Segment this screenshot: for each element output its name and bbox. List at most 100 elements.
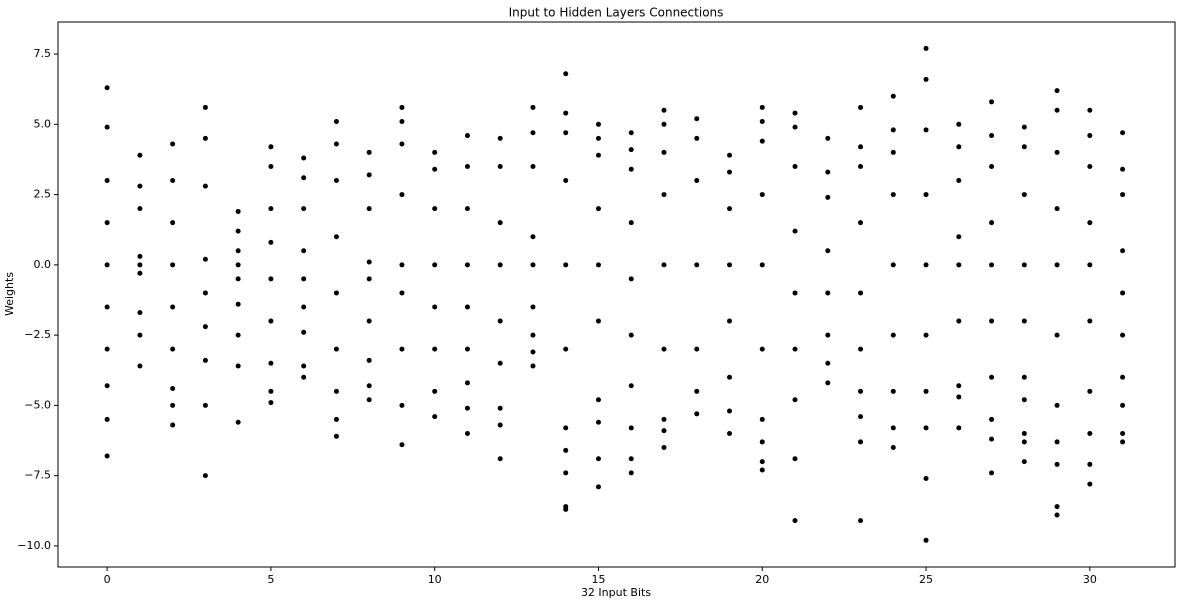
point bbox=[759, 439, 765, 445]
point bbox=[268, 206, 274, 212]
point bbox=[1087, 107, 1093, 113]
point bbox=[923, 76, 929, 82]
point bbox=[595, 135, 601, 141]
point bbox=[628, 470, 634, 476]
point bbox=[759, 346, 765, 352]
point bbox=[464, 133, 470, 139]
point bbox=[464, 346, 470, 352]
point bbox=[104, 262, 110, 268]
point bbox=[1054, 262, 1060, 268]
point bbox=[628, 276, 634, 282]
point bbox=[1054, 332, 1060, 338]
point bbox=[497, 422, 503, 428]
point bbox=[694, 388, 700, 394]
point bbox=[1087, 163, 1093, 169]
point bbox=[989, 99, 995, 105]
point bbox=[235, 276, 241, 282]
point bbox=[1054, 439, 1060, 445]
point bbox=[432, 166, 438, 172]
point bbox=[497, 220, 503, 226]
point bbox=[628, 220, 634, 226]
point bbox=[759, 104, 765, 110]
point bbox=[137, 310, 143, 316]
point bbox=[301, 329, 307, 335]
point bbox=[563, 130, 569, 136]
point bbox=[628, 383, 634, 389]
point bbox=[1021, 374, 1027, 380]
point bbox=[170, 262, 176, 268]
point bbox=[202, 256, 208, 262]
point bbox=[104, 178, 110, 184]
point bbox=[137, 363, 143, 369]
point bbox=[202, 135, 208, 141]
point bbox=[1087, 262, 1093, 268]
point bbox=[989, 318, 995, 324]
point bbox=[497, 135, 503, 141]
point bbox=[989, 374, 995, 380]
point bbox=[530, 363, 536, 369]
point bbox=[989, 470, 995, 476]
point bbox=[956, 383, 962, 389]
point bbox=[333, 290, 339, 296]
point bbox=[858, 220, 864, 226]
point bbox=[170, 178, 176, 184]
point bbox=[464, 304, 470, 310]
point bbox=[792, 290, 798, 296]
point bbox=[202, 357, 208, 363]
point bbox=[858, 290, 864, 296]
point bbox=[628, 166, 634, 172]
point bbox=[923, 332, 929, 338]
point bbox=[595, 484, 601, 490]
point bbox=[399, 104, 405, 110]
x-tick-label: 25 bbox=[919, 573, 933, 586]
y-tick-label: −10.0 bbox=[17, 539, 51, 552]
point bbox=[104, 346, 110, 352]
point bbox=[890, 262, 896, 268]
point bbox=[137, 270, 143, 276]
point bbox=[792, 397, 798, 403]
point bbox=[759, 192, 765, 198]
point bbox=[792, 163, 798, 169]
point bbox=[366, 383, 372, 389]
point bbox=[595, 262, 601, 268]
y-axis-label: Weights bbox=[3, 272, 16, 316]
point bbox=[104, 124, 110, 130]
point bbox=[923, 425, 929, 431]
point bbox=[628, 332, 634, 338]
point bbox=[170, 422, 176, 428]
point bbox=[858, 104, 864, 110]
point bbox=[989, 133, 995, 139]
point bbox=[1021, 262, 1027, 268]
point bbox=[661, 121, 667, 127]
point bbox=[366, 172, 372, 178]
point bbox=[563, 506, 569, 512]
y-tick-label: 5.0 bbox=[34, 117, 52, 130]
point bbox=[595, 456, 601, 462]
point bbox=[563, 346, 569, 352]
point bbox=[268, 276, 274, 282]
point bbox=[137, 206, 143, 212]
point bbox=[825, 248, 831, 254]
plot-frame bbox=[57, 21, 1176, 568]
point bbox=[792, 346, 798, 352]
point bbox=[727, 152, 733, 158]
y-tick-label: −2.5 bbox=[24, 328, 51, 341]
point bbox=[923, 475, 929, 481]
point bbox=[104, 85, 110, 91]
point bbox=[268, 360, 274, 366]
point bbox=[399, 192, 405, 198]
point bbox=[759, 118, 765, 124]
point bbox=[235, 228, 241, 234]
point bbox=[137, 152, 143, 158]
point bbox=[530, 163, 536, 169]
point bbox=[268, 163, 274, 169]
point bbox=[464, 262, 470, 268]
point bbox=[202, 324, 208, 330]
point bbox=[399, 346, 405, 352]
point bbox=[825, 380, 831, 386]
point bbox=[890, 388, 896, 394]
point bbox=[759, 416, 765, 422]
point bbox=[235, 419, 241, 425]
point bbox=[759, 467, 765, 473]
